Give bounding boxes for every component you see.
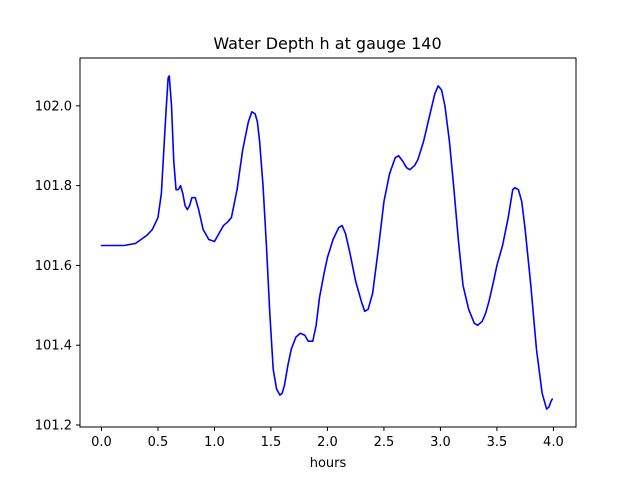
y-tick-label: 101.6 <box>35 259 72 274</box>
x-tick-label: 1.0 <box>204 435 225 450</box>
x-tick-label: 0.5 <box>148 435 169 450</box>
x-tick-label: 2.5 <box>374 435 395 450</box>
x-tick-label: 2.0 <box>317 435 338 450</box>
series-layer <box>100 75 554 410</box>
x-tick-label: 3.5 <box>487 435 508 450</box>
x-tick-label: 1.5 <box>261 435 282 450</box>
y-tick-label: 101.8 <box>35 179 72 194</box>
x-axis-label: hours <box>310 456 347 471</box>
y-tick-label: 102.0 <box>35 99 72 114</box>
series-line-0 <box>100 75 554 410</box>
x-axis-ticks: 0.0 0.5 1.0 1.5 2.0 2.5 3.0 3.5 4.0 <box>91 427 564 450</box>
plot-area <box>79 57 577 428</box>
y-tick-label: 101.4 <box>35 339 72 354</box>
x-tick-label: 0.0 <box>91 435 112 450</box>
y-axis-ticks: 101.2 101.4 101.6 101.8 102.0 <box>35 99 80 434</box>
y-tick-label: 101.2 <box>35 419 72 434</box>
x-tick-label: 3.0 <box>430 435 451 450</box>
x-tick-label: 4.0 <box>543 435 564 450</box>
chart-title: Water Depth h at gauge 140 <box>213 34 441 53</box>
plot-frame <box>79 57 577 428</box>
